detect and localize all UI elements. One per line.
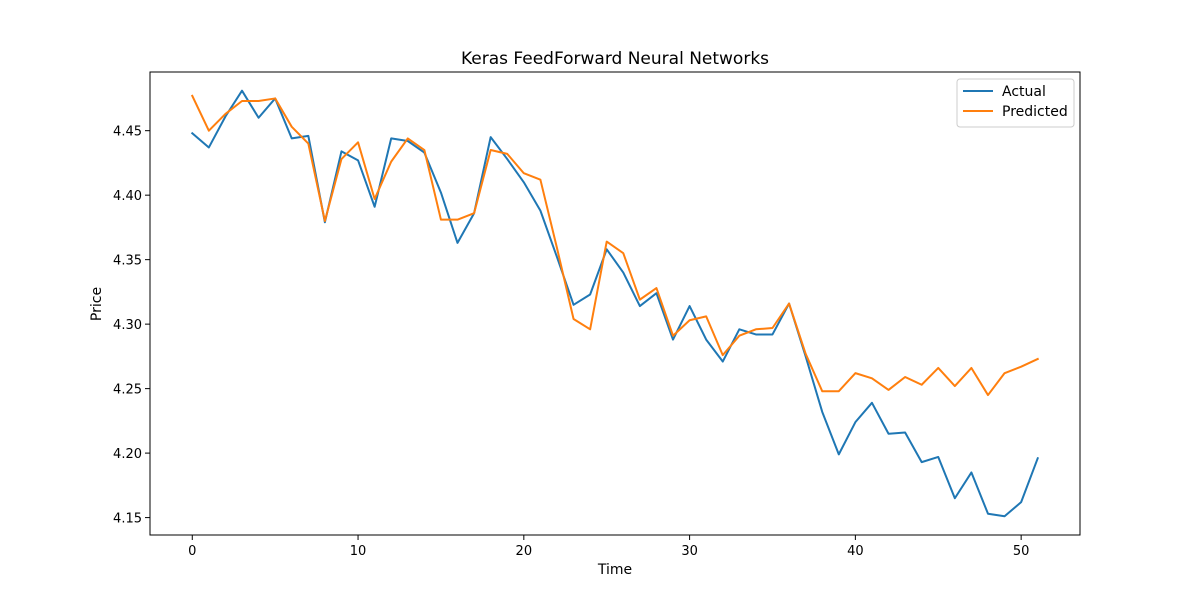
y-tick-label: 4.40 (113, 189, 142, 204)
y-tick-label: 4.15 (113, 512, 142, 527)
y-tick-label: 4.30 (113, 318, 142, 333)
legend-label-predicted: Predicted (1002, 104, 1068, 120)
y-tick-label: 4.35 (113, 254, 142, 269)
x-tick-label: 0 (188, 544, 196, 559)
chart-title: Keras FeedForward Neural Networks (461, 49, 769, 69)
legend-label-actual: Actual (1002, 84, 1046, 100)
plot-area (149, 71, 1081, 536)
x-tick-label: 10 (350, 544, 367, 559)
x-tick-label: 50 (1013, 544, 1030, 559)
legend: Actual Predicted (956, 78, 1075, 128)
y-tick-label: 4.20 (113, 447, 142, 462)
x-tick-label: 30 (681, 544, 698, 559)
x-axis: 0 10 20 30 40 50 (188, 535, 1029, 559)
x-tick-label: 20 (516, 544, 533, 559)
y-tick-label: 4.25 (113, 383, 142, 398)
y-axis-label: Price (89, 287, 105, 321)
plot-border (149, 71, 1081, 536)
x-axis-label: Time (597, 562, 632, 578)
series-line-predicted (190, 94, 1040, 397)
plot-frame (150, 72, 1080, 535)
x-tick-label: 40 (847, 544, 864, 559)
series-layer (190, 89, 1040, 518)
y-tick-label: 4.45 (113, 125, 142, 140)
y-axis: 4.15 4.20 4.25 4.30 4.35 4.40 4.45 (113, 125, 150, 527)
